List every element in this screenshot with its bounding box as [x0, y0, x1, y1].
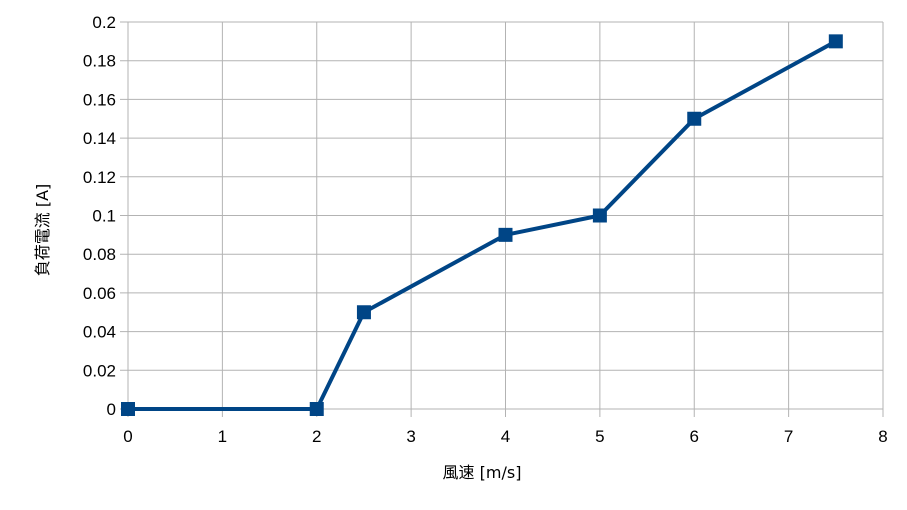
y-tick-label: 0.12 [83, 168, 116, 187]
series-layer [121, 34, 843, 416]
data-point [309, 402, 324, 416]
y-tick-label: 0.16 [83, 90, 116, 109]
x-tick-label: 1 [218, 427, 227, 446]
x-tick-label: 0 [123, 427, 132, 446]
y-tick-label: 0.2 [92, 13, 116, 32]
grid [120, 21, 884, 417]
data-point [121, 402, 135, 416]
y-tick-label: 0.04 [83, 323, 116, 342]
x-tick-label: 7 [784, 427, 793, 446]
y-tick-label: 0.06 [83, 284, 116, 303]
data-point [828, 34, 843, 49]
y-tick-label: 0.14 [83, 129, 116, 148]
series-line [126, 39, 838, 411]
x-tick-label: 8 [878, 427, 887, 446]
y-axis-label: 負荷電流 [A] [33, 184, 52, 277]
data-point [592, 208, 607, 223]
data-point [356, 305, 371, 320]
x-tick-label: 2 [312, 427, 321, 446]
data-point [498, 227, 513, 242]
x-axis-label: 風速 [m/s] [443, 463, 522, 482]
y-tick-label: 0.02 [83, 361, 116, 380]
x-tick-label: 4 [501, 427, 510, 446]
x-axis-ticks: 0 1 2 3 4 5 6 7 8 [123, 427, 887, 446]
y-tick-label: 0 [107, 400, 116, 419]
x-tick-label: 5 [595, 427, 604, 446]
x-tick-label: 6 [690, 427, 699, 446]
y-tick-label: 0.18 [83, 52, 116, 71]
y-tick-label: 0.1 [92, 207, 116, 226]
x-tick-label: 3 [406, 427, 415, 446]
y-axis-ticks: 0 0.02 0.04 0.06 0.08 0.1 0.12 0.14 0.16 0.18 0.2 [83, 13, 116, 419]
data-point [687, 111, 702, 126]
y-tick-label: 0.08 [83, 245, 116, 264]
